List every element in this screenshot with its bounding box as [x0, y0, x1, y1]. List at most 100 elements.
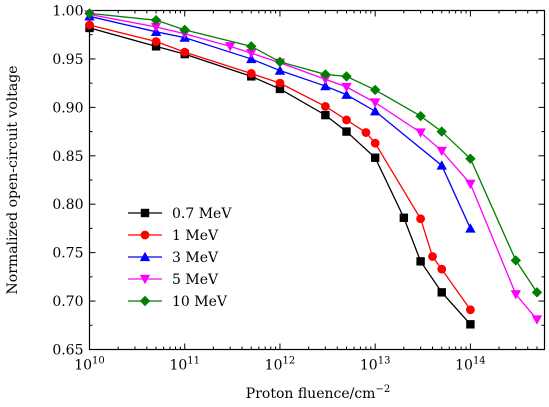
legend-marker [139, 295, 151, 307]
y-tick-label: 0.75 [52, 246, 83, 262]
data-point [510, 290, 522, 300]
data-point [465, 223, 476, 233]
data-point [84, 8, 95, 19]
y-tick-label: 1.00 [52, 4, 83, 20]
data-point [342, 127, 351, 136]
y-tick-label: 0.70 [52, 294, 83, 310]
data-point [436, 146, 447, 157]
y-tick-label: 0.95 [52, 52, 83, 68]
x-tick-label: 1014 [455, 356, 486, 374]
x-tick-label: 1010 [74, 356, 105, 374]
series-line [89, 13, 538, 320]
data-point [275, 78, 285, 88]
data-point [151, 37, 161, 46]
data-point [180, 47, 190, 57]
data-point [150, 22, 162, 33]
y-tick-label: 0.65 [52, 343, 83, 359]
legend-label: 10 MeV [172, 294, 228, 310]
legend-marker [139, 274, 151, 285]
y-tick-label: 0.90 [52, 100, 83, 116]
data-point [369, 84, 381, 96]
data-point [179, 24, 190, 36]
series-line [89, 12, 538, 293]
legend-marker [140, 208, 150, 218]
legend-label: 3 MeV [172, 250, 219, 266]
data-point [437, 288, 446, 297]
series-layer [84, 8, 543, 329]
legend: 0.7 MeV 1 MeV 3 MeV 5 MeV 10 MeV [128, 206, 232, 310]
series-3 [84, 10, 543, 325]
data-point [465, 179, 476, 190]
data-point [399, 213, 409, 222]
series-1 [85, 20, 475, 315]
data-point [416, 214, 426, 224]
data-point [274, 65, 286, 75]
data-point [436, 126, 447, 137]
data-point [274, 56, 286, 68]
data-point [370, 138, 380, 148]
data-point [224, 42, 236, 52]
legend-label: 0.7 MeV [172, 206, 232, 222]
legend-item: 5 MeV [128, 272, 219, 288]
x-tick-label: 1011 [169, 356, 200, 374]
data-point [531, 315, 543, 325]
x-tick-label: 1012 [265, 356, 296, 374]
legend-marker [140, 230, 150, 240]
data-point [531, 287, 543, 298]
data-point [428, 252, 437, 261]
x-tick-label-exponent: 14 [473, 356, 486, 367]
x-axis-label: Proton fluence/cm−2 [246, 384, 390, 402]
legend-marker [139, 251, 151, 262]
x-axis-label-exponent: −2 [375, 384, 390, 395]
data-point [436, 160, 447, 170]
data-point [369, 98, 381, 108]
data-point [321, 110, 330, 120]
data-point [465, 153, 476, 164]
data-point [320, 80, 331, 91]
x-tick-label: 1013 [360, 356, 391, 374]
x-tick-label-base: 10 [74, 358, 92, 374]
legend-item: 3 MeV [128, 250, 219, 266]
y-tick-label: 0.80 [52, 197, 83, 213]
data-point [246, 53, 257, 64]
legend-item: 0.7 MeV [128, 206, 232, 222]
legend-label: 1 MeV [172, 228, 219, 244]
data-point [320, 75, 331, 85]
data-point [466, 305, 475, 315]
data-point [341, 71, 352, 82]
data-point [85, 20, 94, 30]
data-point [415, 128, 426, 138]
data-point [320, 101, 330, 111]
data-point [246, 41, 257, 52]
data-point [151, 42, 161, 51]
x-tick-label-base: 10 [360, 358, 378, 374]
data-point [369, 106, 381, 116]
data-point [246, 48, 257, 59]
data-point [341, 82, 352, 93]
data-point [341, 89, 352, 99]
x-tick-label-exponent: 10 [92, 356, 105, 367]
x-tick-label-base: 10 [455, 358, 473, 374]
legend-item: 10 MeV [128, 294, 228, 310]
x-axis-label-text: Proton fluence/cm [246, 386, 376, 402]
x-tick-label-base: 10 [169, 358, 187, 374]
x-tick-label-base: 10 [265, 358, 283, 374]
data-point [320, 69, 331, 80]
data-point [150, 14, 162, 26]
data-point [437, 264, 447, 274]
y-axis-label: Normalized open-circuit voltage [5, 66, 21, 295]
data-point [361, 128, 371, 137]
data-point [275, 84, 285, 94]
data-point [370, 153, 380, 162]
x-tick-label-exponent: 11 [187, 356, 200, 367]
data-point [415, 110, 426, 122]
series-line [89, 27, 471, 325]
data-point [342, 115, 351, 125]
data-point [416, 257, 425, 266]
series-line [89, 15, 471, 229]
plot-frame [88, 9, 546, 351]
series-2 [84, 11, 476, 233]
legend-label: 5 MeV [172, 272, 219, 288]
